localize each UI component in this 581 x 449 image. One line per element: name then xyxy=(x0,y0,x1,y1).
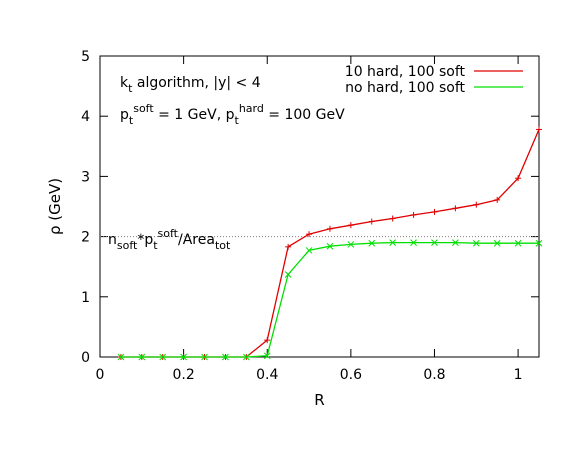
data-point xyxy=(285,243,292,250)
y-axis-ticks: 0 1 2 3 4 5 xyxy=(81,49,539,366)
data-point xyxy=(222,353,229,361)
series-line-1 xyxy=(120,241,539,358)
data-point xyxy=(159,353,167,361)
data-point xyxy=(347,222,354,229)
annotation-momenta: ptsoft = 1 GeV, pthard = 100 GeV xyxy=(120,102,345,127)
data-point xyxy=(242,353,250,361)
data-point xyxy=(410,239,417,246)
data-point xyxy=(138,353,146,361)
data-point xyxy=(515,175,522,182)
plot-frame xyxy=(99,55,540,358)
data-point xyxy=(347,241,355,248)
y-tick-label: 0 xyxy=(81,350,90,366)
data-point xyxy=(305,247,313,254)
data-point xyxy=(473,201,480,208)
data-point xyxy=(452,205,459,212)
x-tick-label: 1 xyxy=(514,367,523,383)
data-point xyxy=(493,239,501,247)
data-point xyxy=(306,231,313,238)
data-point xyxy=(431,208,438,215)
data-point xyxy=(180,353,187,361)
data-point xyxy=(514,239,522,247)
data-point xyxy=(201,353,208,361)
legend-label-1: no hard, 100 soft xyxy=(345,80,465,96)
data-point xyxy=(536,126,542,133)
x-tick-label: 0 xyxy=(96,367,105,383)
data-point xyxy=(326,242,334,250)
x-tick-label: 0.4 xyxy=(256,367,278,383)
y-tick-label: 5 xyxy=(81,49,90,65)
data-point xyxy=(368,218,375,225)
data-point xyxy=(263,352,271,360)
y-tick-label: 3 xyxy=(81,169,90,185)
x-axis-title: R xyxy=(314,391,324,409)
series-layer xyxy=(117,126,543,361)
data-point xyxy=(431,239,438,246)
data-point xyxy=(368,239,376,247)
y-tick-label: 1 xyxy=(81,290,90,306)
data-point xyxy=(117,353,125,361)
y-tick-label: 4 xyxy=(81,109,90,125)
x-tick-label: 0.2 xyxy=(172,367,194,383)
data-point xyxy=(389,239,397,246)
data-point xyxy=(389,215,396,222)
legend-label-0: 10 hard, 100 soft xyxy=(345,64,466,80)
data-point xyxy=(452,239,459,246)
y-axis-title: ρ (GeV) xyxy=(46,178,64,235)
data-point xyxy=(472,239,480,247)
data-point xyxy=(326,225,333,232)
y-tick-label: 2 xyxy=(81,230,90,246)
data-point xyxy=(410,211,417,218)
data-point xyxy=(494,196,501,203)
data-point xyxy=(535,239,543,247)
x-axis-ticks: 0 0.2 0.4 0.6 0.8 1 xyxy=(96,56,523,383)
annotation-algorithm: kt algorithm, |y| < 4 xyxy=(120,75,261,95)
x-tick-label: 0.8 xyxy=(423,367,445,383)
x-tick-label: 0.6 xyxy=(340,367,362,383)
reference-line-label: nsoft*ptsoft/Areatot xyxy=(108,227,231,252)
data-point xyxy=(264,337,271,344)
data-point xyxy=(284,271,292,278)
